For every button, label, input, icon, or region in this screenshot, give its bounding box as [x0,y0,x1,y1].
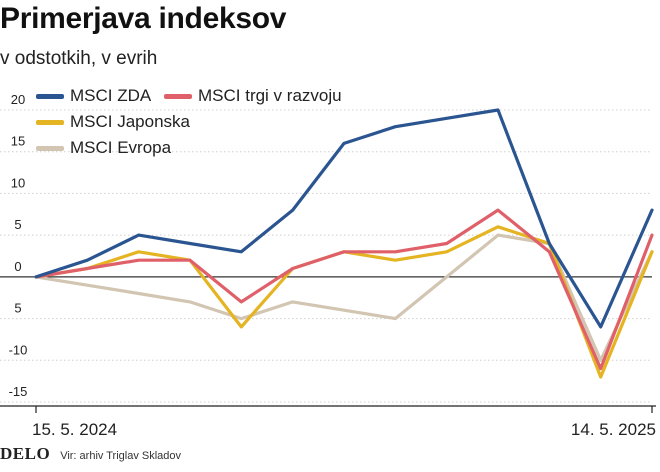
legend-item-msci-trgi: MSCI trgi v razvoju [164,86,342,106]
y-tick-label: -10 [9,342,28,357]
y-tick-label: 10 [11,175,25,190]
series-lines [34,108,654,379]
legend-item-msci-evropa: MSCI Evropa [36,138,171,158]
legend-swatch-msci-evropa [36,145,64,151]
series-line-msci-japonska [34,225,654,379]
y-tick-label: -15 [9,384,28,399]
series-line-msci-trgi-v-razvoju [34,208,654,371]
legend-label-msci-japonska: MSCI Japonska [70,112,190,131]
legend-label-msci-zda: MSCI ZDA [70,86,152,105]
footer: DELO Vir: arhiv Triglav Skladov [0,444,181,464]
y-tick-label: 5 [14,301,21,316]
chart-title: Primerjava indeksov [0,2,287,35]
axes: 20 15 10 5 0 5 -10 -15 15. 5. 2024 14. 5. 2025 [0,92,656,439]
legend-swatch-msci-zda [36,93,64,99]
legend-item-msci-japonska: MSCI Japonska [36,112,190,132]
y-tick-label: 5 [14,217,21,232]
chart-subtitle: v odstotkih, v evrih [0,48,158,69]
series-line-msci-zda [34,108,654,329]
x-tick-label-end: 14. 5. 2025 [571,420,656,439]
brand-logo: DELO [0,444,51,463]
legend-item-msci-zda: MSCI ZDA [36,86,151,106]
y-tick-label: 0 [14,259,21,274]
source-note: Vir: arhiv Triglav Skladov [60,450,182,462]
legend-label-msci-evropa: MSCI Evropa [70,138,172,157]
y-tick-label: 20 [11,92,25,107]
legend-swatch-msci-trgi [164,93,192,99]
gridlines [0,109,652,403]
y-tick-label: 15 [11,134,25,149]
legend-swatch-msci-japonska [36,119,64,125]
legend-label-msci-trgi: MSCI trgi v razvoju [198,86,342,105]
x-tick-label-start: 15. 5. 2024 [32,420,117,439]
chart-legend: MSCI ZDA MSCI trgi v razvoju MSCI Japons… [36,86,376,166]
